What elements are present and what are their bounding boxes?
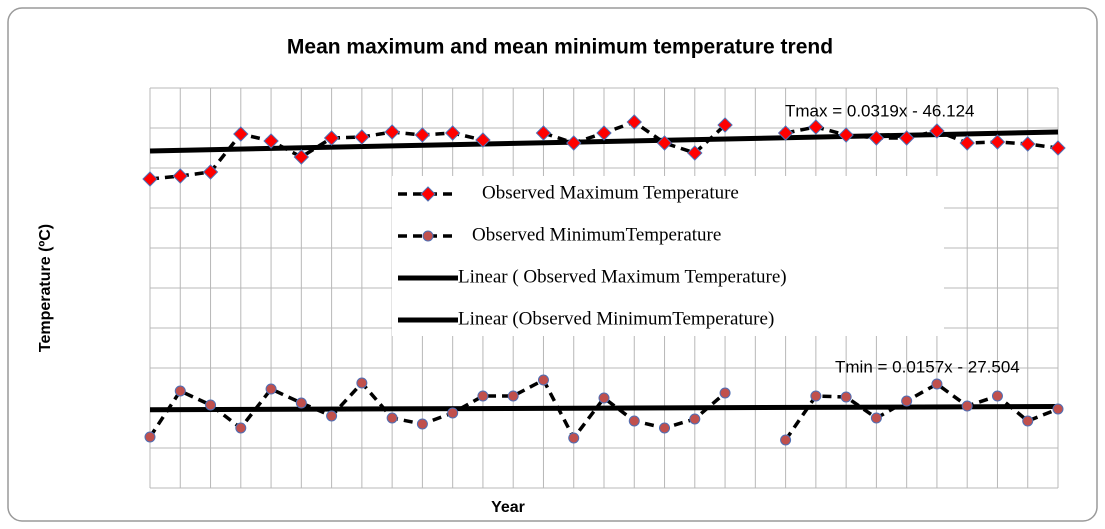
marker: [717, 117, 733, 133]
trend-equation: Tmin = 0.0157x - 27.504: [835, 357, 1020, 376]
marker: [326, 410, 338, 422]
marker: [202, 164, 219, 180]
marker: [1052, 403, 1064, 415]
marker: [354, 129, 370, 145]
marker: [295, 397, 307, 409]
x-axis-label: Year: [491, 499, 525, 516]
marker: [447, 407, 459, 419]
marker: [870, 412, 882, 424]
marker: [444, 125, 461, 141]
marker: [628, 415, 640, 427]
marker: [598, 392, 610, 404]
marker: [901, 395, 913, 407]
marker: [384, 124, 400, 140]
legend-label: Observed Maximum Temperature: [482, 182, 739, 203]
legend-marker: [420, 186, 436, 202]
marker: [416, 418, 428, 430]
marker: [174, 385, 186, 397]
chart-title: Mean maximum and mean minimum temperatur…: [287, 36, 833, 59]
marker: [233, 126, 249, 142]
marker: [172, 168, 188, 184]
marker: [898, 130, 915, 146]
marker: [1022, 415, 1034, 427]
marker: [568, 432, 580, 444]
marker: [537, 374, 549, 386]
marker: [689, 413, 701, 425]
marker: [687, 145, 703, 161]
y-axis-label: Temperature (ºC): [37, 224, 54, 352]
marker: [323, 130, 340, 146]
series-line: [148, 377, 1059, 442]
legend-label: Observed MinimumTemperature: [472, 224, 721, 245]
marker: [1020, 136, 1036, 152]
marker: [989, 134, 1006, 150]
marker: [507, 390, 519, 402]
marker: [719, 387, 731, 399]
marker: [931, 378, 943, 390]
marker: [414, 127, 431, 143]
marker: [838, 127, 854, 143]
marker: [142, 171, 158, 187]
marker: [808, 119, 824, 135]
marker: [810, 390, 822, 402]
marker: [626, 114, 642, 130]
legend-box: [392, 176, 944, 336]
marker: [144, 431, 156, 443]
legend-marker: [422, 230, 434, 242]
marker: [265, 383, 277, 395]
marker: [566, 135, 582, 151]
trend-equation: Tmax = 0.0319x - 46.124: [785, 101, 974, 120]
marker: [356, 377, 368, 389]
marker: [840, 391, 852, 403]
marker: [535, 125, 552, 141]
marker: [656, 135, 673, 151]
marker: [1050, 140, 1066, 156]
legend: Observed Maximum Temperature Observed Min…: [392, 176, 944, 336]
marker: [929, 123, 945, 139]
marker: [961, 400, 973, 412]
marker: [386, 412, 398, 424]
marker: [475, 132, 491, 148]
marker: [263, 133, 279, 149]
marker: [659, 422, 671, 434]
marker: [868, 130, 885, 146]
marker: [777, 125, 794, 141]
marker: [596, 125, 612, 141]
marker: [959, 135, 975, 151]
marker: [293, 149, 310, 165]
legend-label: Linear (Observed MinimumTemperature): [458, 308, 774, 329]
marker: [780, 434, 792, 446]
marker: [235, 422, 247, 434]
legend-label: Linear ( Observed Maximum Temperature): [458, 266, 787, 287]
marker: [991, 390, 1003, 402]
trend-line: [149, 403, 1059, 413]
marker: [205, 399, 217, 411]
marker: [477, 390, 489, 402]
